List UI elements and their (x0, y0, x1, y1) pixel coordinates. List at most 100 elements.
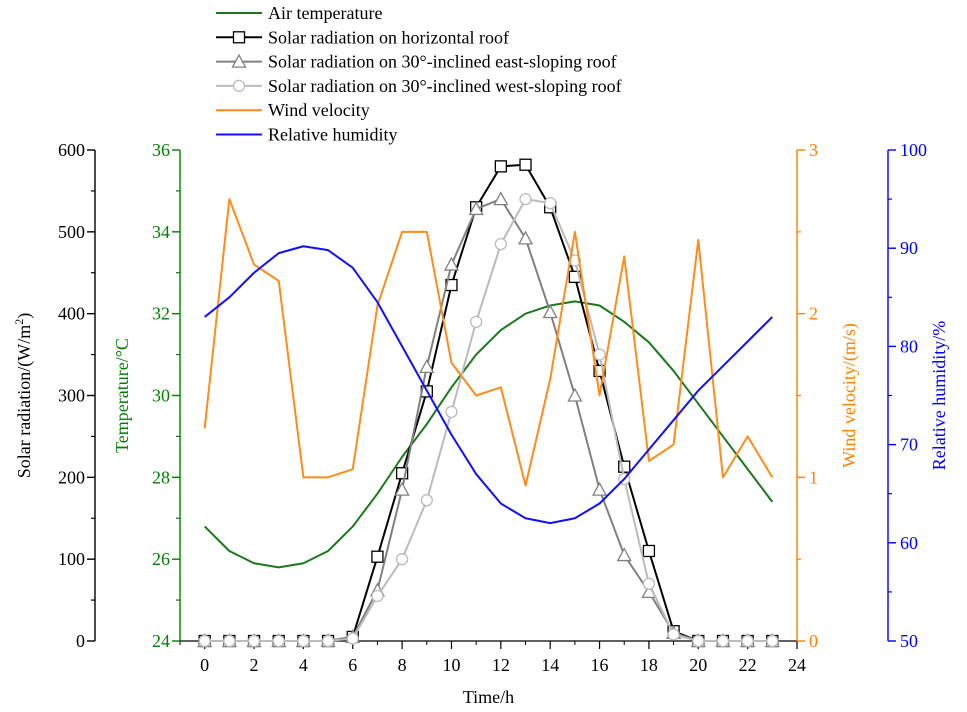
legend-label: Solar radiation on 30°-inclined east-slo… (268, 52, 617, 72)
series-line (203, 198, 774, 487)
series-5 (204, 245, 774, 525)
series-line (204, 245, 774, 525)
wind-tick-label: 3 (809, 140, 818, 160)
legend-swatch-marker (232, 79, 246, 93)
legend-label: Solar radiation on 30°-inclined west-slo… (268, 76, 622, 96)
x-tick-label: 0 (200, 655, 209, 675)
data-point (517, 230, 534, 245)
legend-label: Relative humidity (268, 125, 397, 145)
data-point (272, 634, 285, 648)
humidity-tick-label: 90 (900, 238, 918, 258)
x-tick-label: 6 (348, 655, 357, 675)
data-point (766, 634, 779, 648)
series-line (204, 198, 773, 642)
solar-tick-label: 0 (76, 631, 85, 651)
x-tick-label: 22 (739, 655, 757, 675)
data-point (443, 256, 460, 271)
solar-axis-label-end: ) (14, 313, 35, 319)
legend-label: Air temperature (268, 3, 382, 23)
wind-tick-label: 2 (809, 304, 818, 324)
data-point (567, 387, 583, 402)
data-point (297, 634, 310, 648)
data-point (542, 304, 558, 319)
temperature-tick-label: 24 (152, 631, 170, 651)
solar-axis-label-sup: 2 (12, 319, 26, 325)
data-point (395, 467, 409, 480)
temperature-axis-label: Temperature/°C (112, 338, 132, 453)
data-point (371, 550, 384, 563)
wind-tick-label: 0 (809, 631, 818, 651)
solar-tick-label: 600 (58, 140, 85, 160)
x-tick-label: 18 (640, 655, 658, 675)
legend-swatch-marker (232, 31, 246, 44)
data-point (544, 197, 557, 210)
humidity-tick-label: 70 (900, 435, 918, 455)
data-point (642, 577, 656, 590)
x-axis-label: Time/h (463, 687, 514, 707)
data-point (591, 481, 608, 496)
data-point (223, 634, 236, 648)
data-point (394, 481, 410, 496)
x-tick-label: 4 (299, 655, 308, 675)
solar-tick-label: 500 (58, 222, 85, 242)
legend-label: Solar radiation on horizontal roof (268, 27, 509, 47)
wind-tick-label: 1 (809, 467, 818, 487)
legend-entry: Relative humidity (216, 125, 397, 145)
humidity-axis-label: Relative humidity/% (929, 321, 949, 470)
data-point (593, 364, 606, 378)
temperature-tick-label: 30 (152, 386, 170, 406)
x-tick-label: 16 (591, 655, 609, 675)
axes-layer: 0 2 4 6 8 10 12 14 16 18 20 22 24Time/h0100200300400… (12, 140, 949, 707)
data-point (616, 547, 632, 562)
data-point (470, 315, 483, 329)
series-layer (197, 158, 780, 648)
temperature-tick-label: 26 (152, 549, 170, 569)
data-point (494, 160, 507, 173)
data-point (445, 405, 458, 419)
x-tick-label: 20 (689, 655, 707, 675)
legend-entry: Air temperature (216, 3, 382, 23)
data-point (468, 201, 484, 216)
series-1 (198, 158, 779, 648)
legend: Air temperature Solar radiation on horizo… (216, 3, 622, 145)
solar-tick-label: 200 (58, 467, 85, 487)
humidity-tick-label: 60 (900, 533, 918, 553)
temperature-tick-label: 36 (152, 140, 170, 160)
data-point (198, 634, 211, 648)
data-point (618, 460, 631, 473)
humidity-tick-label: 50 (900, 631, 918, 651)
data-point (494, 237, 507, 251)
solar-tick-label: 300 (58, 386, 85, 406)
wind-axis-label: Wind velocity/(m/s) (839, 323, 860, 468)
humidity-tick-label: 80 (900, 336, 918, 356)
legend-entry: Solar radiation on 30°-inclined east-slo… (216, 52, 617, 72)
x-tick-label: 8 (398, 655, 407, 675)
series-line (203, 300, 774, 569)
series-line (204, 198, 773, 642)
solar-tick-label: 100 (58, 549, 85, 569)
data-point (692, 634, 705, 648)
data-point (741, 634, 754, 648)
x-tick-label: 14 (541, 655, 559, 675)
data-point (716, 634, 730, 648)
data-point (519, 158, 532, 171)
data-point (371, 589, 384, 603)
legend-swatch-marker (231, 53, 247, 68)
x-tick-label: 10 (442, 655, 460, 675)
solar-axis-label-main: Solar radiation/(W/m (14, 325, 35, 478)
data-point (420, 494, 433, 507)
legend-entry: Solar radiation on 30°-inclined west-slo… (216, 76, 622, 96)
data-point (493, 191, 509, 206)
humidity-tick-label: 100 (900, 140, 927, 160)
x-tick-label: 24 (788, 655, 806, 675)
x-tick-label: 2 (250, 655, 259, 675)
data-point (519, 192, 532, 206)
series-3 (198, 192, 779, 648)
data-point (568, 270, 582, 283)
data-point (642, 544, 656, 558)
data-point (593, 348, 606, 361)
data-point (667, 628, 680, 641)
solar-axis-label: Solar radiation/(W/m2) (12, 313, 35, 478)
series-4 (203, 198, 774, 487)
